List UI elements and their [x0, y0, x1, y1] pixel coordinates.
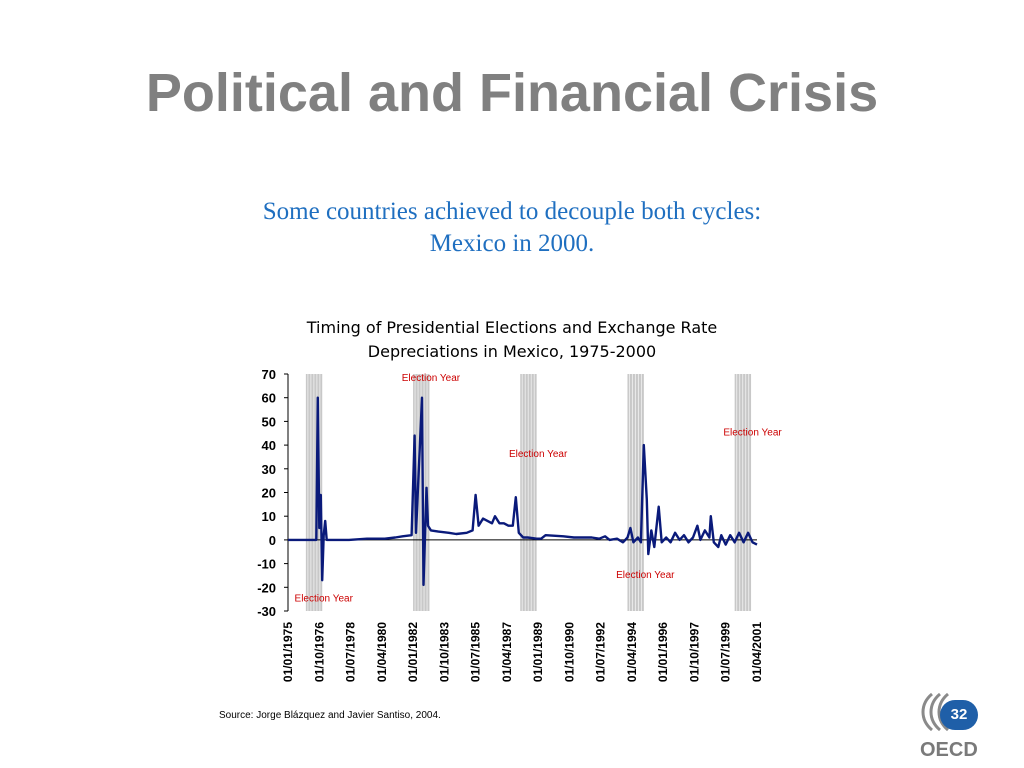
- x-tick-label: 01/01/1975: [281, 622, 295, 682]
- x-tick-label: 01/10/1997: [687, 622, 701, 682]
- x-tick-label: 01/10/1976: [312, 622, 326, 682]
- x-tick-label: 01/04/2001: [750, 622, 764, 682]
- oecd-logo: OECD: [920, 692, 978, 760]
- x-axis-ticks: 01/01/1975 01/10/1976 01/07/1978 01/04/1980…: [281, 622, 764, 682]
- y-tick-label: 50: [262, 414, 276, 429]
- y-tick-label: -30: [257, 604, 276, 619]
- y-tick-label: 30: [262, 462, 276, 477]
- series-line-1: [288, 396, 758, 587]
- y-tick-label: 20: [262, 486, 276, 501]
- chart-title-line-1: Timing of Presidential Elections and Exc…: [306, 318, 717, 337]
- y-tick-label: 40: [262, 438, 276, 453]
- y-tick-label: 0: [269, 533, 276, 548]
- page-number-badge: 32: [940, 700, 978, 730]
- y-axis-ticks: 70 60 50 40 30 20 10 0 -10 -20 -30: [257, 367, 288, 619]
- x-tick-label: 01/04/1994: [625, 622, 639, 682]
- election-year-label-5: Election Year: [723, 428, 782, 439]
- x-tick-label: 01/07/1985: [469, 622, 483, 682]
- election-year-label-3: Election Year: [509, 449, 568, 460]
- x-tick-label: 01/01/1982: [406, 622, 420, 682]
- x-tick-label: 01/07/1978: [344, 622, 358, 682]
- election-bands: [305, 374, 752, 611]
- y-tick-label: 70: [262, 367, 276, 382]
- x-tick-label: 01/07/1999: [719, 622, 733, 682]
- chart-title-line-2: Depreciations in Mexico, 1975-2000: [368, 342, 656, 361]
- x-tick-label: 01/07/1992: [594, 622, 608, 682]
- election-year-label-4: Election Year: [616, 570, 675, 581]
- slide-subtitle: Some countries achieved to decouple both…: [0, 196, 1024, 260]
- y-tick-label: 10: [262, 509, 276, 524]
- oecd-logo-text: OECD: [920, 739, 978, 760]
- x-tick-label: 01/01/1989: [531, 622, 545, 682]
- x-tick-label: 01/04/1980: [375, 622, 389, 682]
- annotations: Election Year Election Year Election Year E…: [295, 373, 783, 604]
- y-tick-label: -10: [257, 557, 276, 572]
- y-tick-label: 60: [262, 391, 276, 406]
- subtitle-line-1: Some countries achieved to decouple both…: [262, 198, 762, 225]
- source-note: Source: Jorge Blázquez and Javier Santis…: [219, 710, 441, 721]
- x-tick-label: 01/01/1996: [656, 622, 670, 682]
- election-year-label-2: Election Year: [402, 373, 461, 384]
- y-tick-label: -20: [257, 580, 276, 595]
- slide-title: Political and Financial Crisis: [145, 63, 879, 123]
- x-tick-label: 01/10/1990: [562, 622, 576, 682]
- election-year-label-1: Election Year: [295, 594, 354, 605]
- subtitle-line-2: Mexico in 2000.: [429, 230, 595, 257]
- series-layer: [288, 396, 758, 587]
- x-tick-label: 01/10/1983: [437, 622, 451, 682]
- x-tick-label: 01/04/1987: [500, 622, 514, 682]
